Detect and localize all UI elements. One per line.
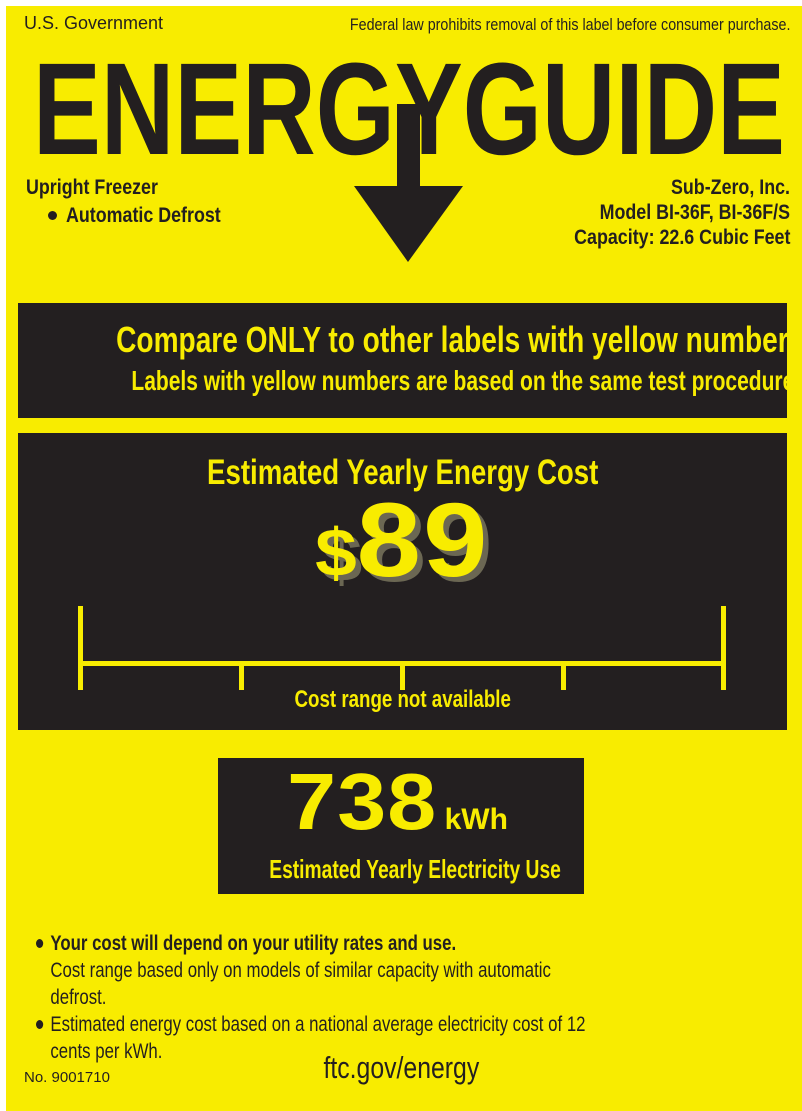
footnotes: Your cost will depend on your utility ra… xyxy=(36,930,588,1065)
cost-range-scale xyxy=(78,606,726,690)
footnote-text: Estimated energy cost based on a nationa… xyxy=(50,1011,588,1065)
footnote-text: Your cost will depend on your utility ra… xyxy=(50,930,588,1011)
cost-price-wrap: $ 89 xyxy=(18,488,787,593)
cost-value: 89 xyxy=(356,482,490,599)
product-info: Upright Freezer Automatic Defrost xyxy=(26,175,248,228)
usage-value: 738 xyxy=(287,757,438,846)
compare-banner-line1: Compare ONLY to other labels with yellow… xyxy=(116,319,802,360)
manufacturer-info: Sub-Zero, Inc. Model BI-36F, BI-36F/S Ca… xyxy=(536,175,790,250)
bullet-icon xyxy=(36,1020,44,1029)
footnote-bold: Your cost will depend on your utility ra… xyxy=(50,932,457,955)
energyguide-logo: ENERGYGUIDE xyxy=(33,46,785,262)
energy-cost-box: Estimated Yearly Energy Cost $ 89 Cost r… xyxy=(18,433,787,730)
manufacturer-capacity: Capacity: 22.6 Cubic Feet xyxy=(573,226,790,249)
electricity-use-box: 738 kWh Estimated Yearly Electricity Use xyxy=(218,758,584,894)
bullet-icon xyxy=(48,211,57,220)
ftc-url: ftc.gov/energy xyxy=(323,1050,479,1085)
footnote-rest: Cost range based only on models of simil… xyxy=(50,959,551,1009)
bullet-icon xyxy=(36,939,44,948)
cost-title-wrap: Estimated Yearly Energy Cost xyxy=(18,453,787,493)
down-arrow-icon xyxy=(354,104,463,262)
currency-symbol: $ xyxy=(315,515,357,591)
compare-banner: Compare ONLY to other labels with yellow… xyxy=(18,303,802,418)
usage-value-row: 738 kWh xyxy=(287,762,508,842)
product-type: Upright Freezer xyxy=(26,176,158,199)
usage-unit: kWh xyxy=(444,803,508,836)
us-government-text: U.S. Government xyxy=(24,13,164,33)
federal-law-text: Federal law prohibits removal of this la… xyxy=(349,15,790,34)
usage-value-wrap: 738 kWh xyxy=(218,762,584,842)
compare-banner-line2: Labels with yellow numbers are based on … xyxy=(131,365,802,396)
footnote-item: Your cost will depend on your utility ra… xyxy=(36,930,588,1011)
manufacturer-name: Sub-Zero, Inc. xyxy=(670,176,790,199)
cost-title: Estimated Yearly Energy Cost xyxy=(206,453,599,492)
footnote-rest: Estimated energy cost based on a nationa… xyxy=(50,1013,586,1063)
ftc-url-wrap: ftc.gov/energy xyxy=(0,1050,802,1086)
cost-range-note: Cost range not available xyxy=(294,686,511,713)
footnote-item: Estimated energy cost based on a nationa… xyxy=(36,1011,588,1065)
manufacturer-model: Model BI-36F, BI-36F/S xyxy=(599,201,790,224)
cost-range-note-wrap: Cost range not available xyxy=(18,686,787,714)
compare-banner-line2-wrap: Labels with yellow numbers are based on … xyxy=(18,365,802,397)
cost-price: $ 89 xyxy=(315,488,489,593)
compare-banner-line1-wrap: Compare ONLY to other labels with yellow… xyxy=(18,319,802,361)
usage-label: Estimated Yearly Electricity Use xyxy=(269,854,561,884)
product-feature-row: Automatic Defrost xyxy=(48,203,248,228)
label-number: No. 9001710 xyxy=(24,1069,110,1086)
usage-label-wrap: Estimated Yearly Electricity Use xyxy=(218,854,584,885)
product-feature: Automatic Defrost xyxy=(66,204,221,227)
